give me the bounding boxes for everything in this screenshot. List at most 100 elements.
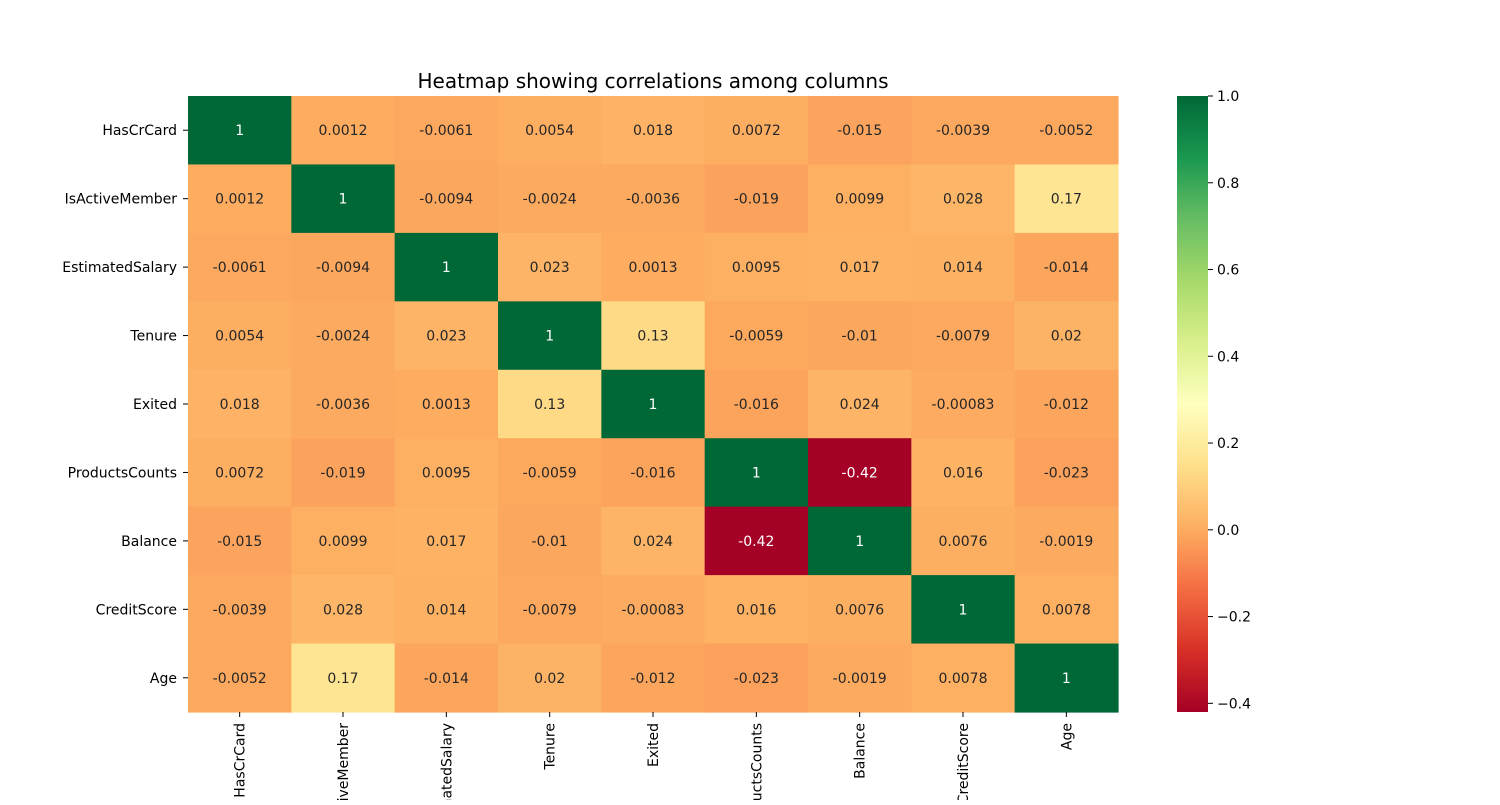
x-tick-label: IsActiveMember [336,723,352,800]
heatmap-cell [911,369,1016,439]
cell-annotation: -0.0052 [213,671,267,687]
cell-annotation: -0.016 [630,465,675,481]
heatmap-cell [394,164,499,234]
cell-annotation: -0.0052 [1039,123,1093,139]
cell-annotation: -0.0024 [523,192,577,208]
heatmap-cell [291,506,396,576]
cell-annotation: -0.0094 [316,260,370,276]
cell-annotation: 1 [235,123,244,139]
cell-annotation: 0.014 [426,602,466,618]
heatmap-cell [1014,96,1119,166]
cell-annotation: 0.016 [943,465,983,481]
cell-annotation: 0.0054 [525,123,574,139]
cell-annotation: -0.0036 [626,192,680,208]
cell-annotation: -0.0019 [1039,534,1093,550]
heatmap-cell [601,232,706,302]
heatmap-cell [704,506,809,576]
heatmap-cell [808,643,912,713]
cell-annotation: 0.014 [943,260,983,276]
cell-annotation: 1 [752,465,761,481]
heatmap-cell [498,301,602,371]
colorbar: 1.0 0.8 0.6 0.4 0.2 0.0 −0.2 −0.4 [1177,89,1251,712]
cell-annotation: 0.016 [736,602,776,618]
cell-annotation: -0.012 [1044,397,1089,413]
heatmap-cell [1014,164,1119,234]
colorbar-tick-label: −0.2 [1217,610,1251,626]
y-tick-label: Age [150,671,177,687]
heatmap-cell [911,506,1016,576]
heatmap-cell [601,575,706,645]
cell-annotation: 0.0078 [939,671,988,687]
cell-annotation: 0.0012 [215,192,264,208]
cell-annotation: -0.0039 [213,602,267,618]
cell-annotation: -0.019 [734,192,779,208]
cell-annotation: -0.0079 [523,602,577,618]
heatmap-cell [498,164,602,234]
cell-annotation: 0.17 [1051,192,1082,208]
cell-annotation: -0.0059 [729,329,783,345]
cell-annotation: 0.0099 [319,534,368,550]
cell-annotation: 1 [442,260,451,276]
cell-annotation: 0.028 [323,602,363,618]
colorbar-tick-label: 0.4 [1217,349,1239,365]
heatmap-cell [808,438,912,508]
heatmap-cell [188,438,292,508]
heatmap-cell [1014,369,1119,439]
heatmap-cell [911,232,1016,302]
cell-annotation: -0.015 [837,123,882,139]
cell-annotation: 0.024 [840,397,880,413]
heatmap-cell [291,369,396,439]
cell-annotation: -0.023 [1044,465,1089,481]
cell-annotation: -0.01 [842,329,878,345]
heatmap-cell [188,301,292,371]
cell-annotation: -0.00083 [622,602,685,618]
heatmap-cell [188,96,292,166]
cell-annotation: -0.0061 [213,260,267,276]
cell-annotation: -0.016 [734,397,779,413]
heatmap-cell [394,369,499,439]
cell-annotation: 1 [545,329,554,345]
cell-annotation: -0.0094 [419,192,473,208]
cell-annotation: 0.0072 [215,465,264,481]
heatmap-cell [394,643,499,713]
y-tick-labels: HasCrCard IsActiveMember EstimatedSalary Te… [62,123,188,687]
colorbar-gradient [1177,96,1208,712]
cell-annotation: 1 [649,397,658,413]
cell-annotation: 0.0013 [629,260,678,276]
heatmap-cell [291,575,396,645]
cell-annotation: -0.014 [1044,260,1089,276]
colorbar-tick-label: 1.0 [1217,89,1239,105]
cell-annotation: 0.0012 [319,123,368,139]
heatmap-cell [808,369,912,439]
cell-annotation: 0.023 [530,260,570,276]
colorbar-tick-label: 0.2 [1217,436,1239,452]
heatmap-cell [704,438,809,508]
heatmap-cell [291,438,396,508]
heatmap-cell [1014,232,1119,302]
heatmap-cell [1014,643,1119,713]
colorbar-tick-label: 0.8 [1217,176,1239,192]
x-tick-label: Age [1059,723,1075,750]
heatmap-cell [601,96,706,166]
x-tick-label: Tenure [543,723,559,771]
x-tick-label: EstimatedSalary [439,723,455,800]
cell-annotation: 0.13 [637,329,668,345]
heatmap-cell [394,575,499,645]
cell-annotation: -0.42 [842,465,878,481]
heatmap-cell [704,643,809,713]
heatmap-cell [498,575,602,645]
heatmap-cell [188,232,292,302]
heatmap-cell [1014,506,1119,576]
y-tick-label: EstimatedSalary [62,260,177,276]
x-tick-label: Exited [646,723,662,767]
heatmap-cell [704,164,809,234]
heatmap-cell [498,438,602,508]
heatmap-cell [498,643,602,713]
heatmap-cell [1014,438,1119,508]
heatmap-cell [808,164,912,234]
heatmap-cell [394,506,499,576]
heatmap-cell [808,96,912,166]
cell-annotation: 0.017 [426,534,466,550]
cell-annotation: -0.0039 [936,123,990,139]
